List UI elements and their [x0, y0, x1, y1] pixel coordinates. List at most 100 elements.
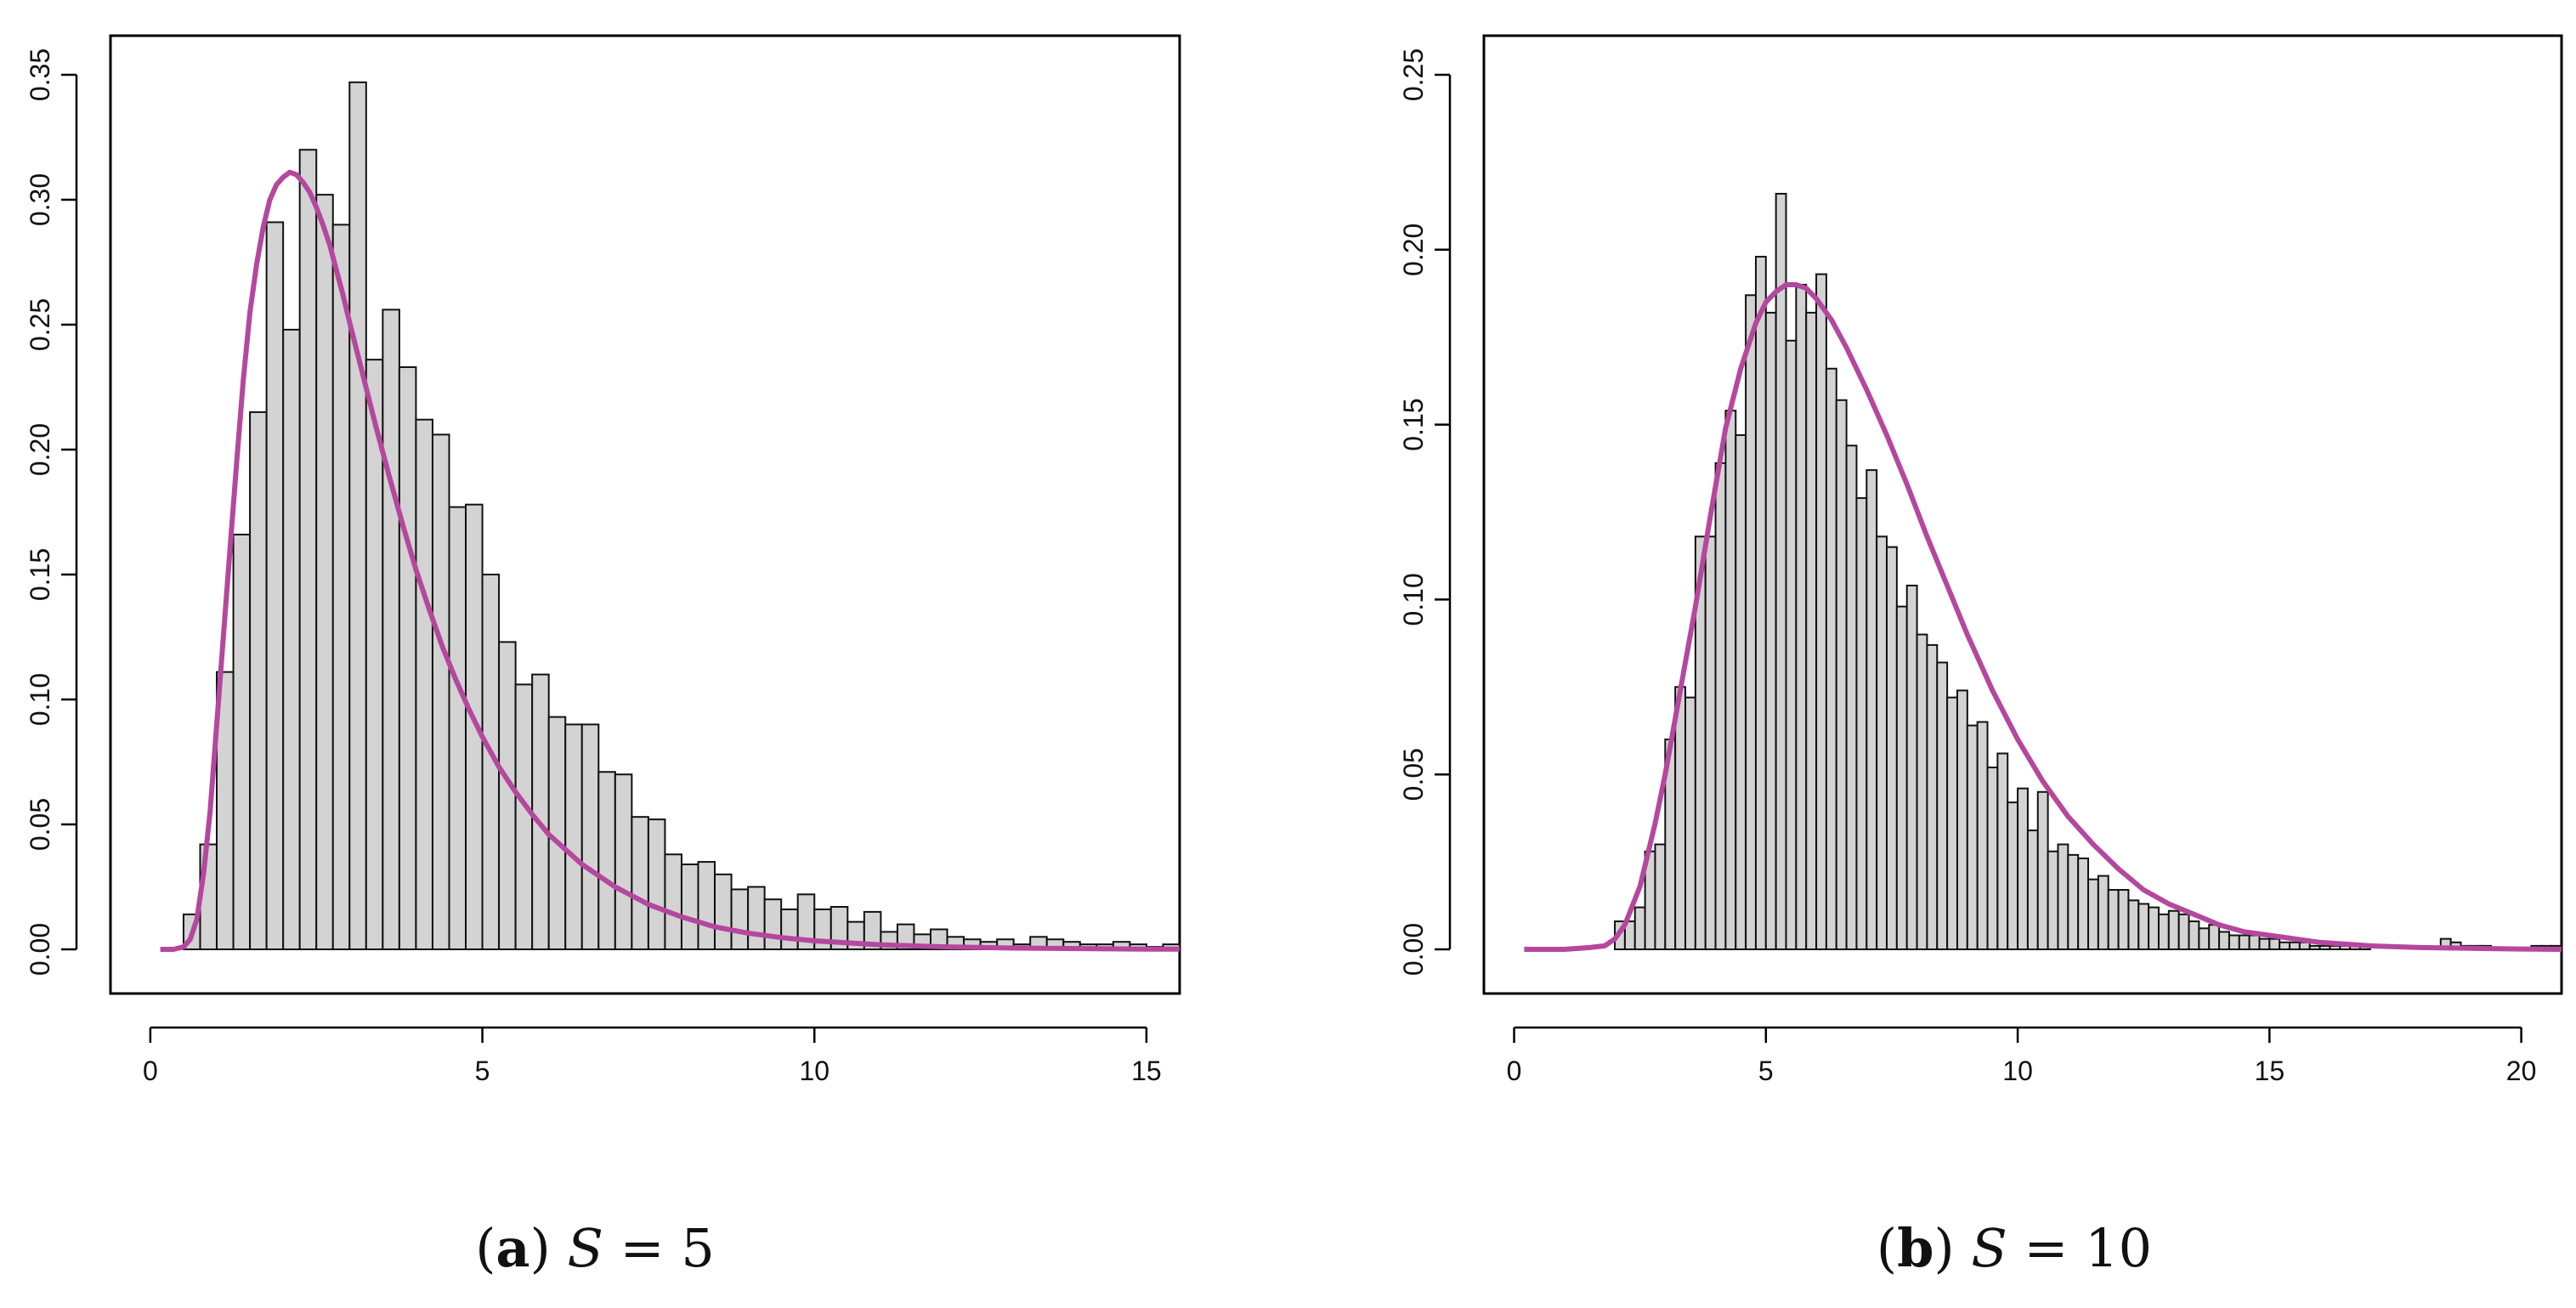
caption-variable: S: [567, 1217, 603, 1279]
caption-value: 5: [681, 1217, 714, 1279]
histogram-bar: [2208, 924, 2221, 950]
histogram-bar: [1835, 399, 1848, 950]
histogram-bar: [1966, 724, 1979, 950]
histogram-bar: [580, 723, 600, 951]
histogram-bar: [2137, 903, 2150, 950]
histogram-bar: [2198, 927, 2211, 950]
histogram-bar: [697, 861, 716, 950]
histogram-bar: [614, 773, 633, 951]
histogram-bar: [2067, 853, 2080, 950]
chart-panel-a: 0.00 0.05 0.10 0.15 0.20 0.25 0.30 0.35 0 5 10 15 (a…: [25, 34, 1181, 1279]
histogram-bar: [448, 506, 467, 950]
histogram-bar: [680, 864, 699, 950]
histogram-bar: [1704, 535, 1717, 950]
density-curve: [1524, 282, 2562, 952]
histogram-bar: [2167, 909, 2180, 950]
histogram-bar: [2329, 944, 2341, 951]
histogram-bar: [1754, 256, 1767, 951]
histogram-bar: [2057, 843, 2069, 951]
panel-caption: (a) S = 5: [475, 1217, 715, 1279]
histogram-bar: [1674, 686, 1687, 950]
histogram-bar: [564, 723, 583, 951]
histogram-bar: [514, 683, 534, 950]
caption-paren-close: ): [1933, 1217, 1971, 1279]
caption-variable: S: [1971, 1217, 2007, 1279]
histogram-bar: [1654, 843, 1667, 951]
histogram-bar: [763, 898, 783, 950]
histogram-bar: [1886, 546, 1898, 950]
histogram-bar: [1895, 605, 1908, 951]
histogram-bar: [2077, 857, 2090, 951]
histogram-bar: [282, 328, 301, 950]
histogram-bar: [2298, 941, 2311, 950]
histogram-bar: [863, 910, 882, 951]
histogram-bar: [2047, 850, 2059, 951]
histogram-bar: [1785, 339, 1798, 951]
histogram-bar: [2268, 937, 2281, 950]
histogram-bar: [398, 365, 417, 951]
y-tick-label: 0.20: [25, 423, 55, 476]
histogram-bar: [331, 224, 351, 950]
histogram-bar: [1876, 535, 1888, 950]
histogram-bars: [1614, 192, 2562, 951]
histogram-bar: [2127, 899, 2140, 950]
histogram-bar: [1976, 721, 1989, 951]
histogram-bar: [747, 886, 766, 950]
histogram-bar: [2279, 941, 2291, 950]
x-tick-label: 5: [475, 1056, 490, 1086]
histogram-bar: [1956, 689, 1968, 951]
histogram-bar: [1764, 311, 1777, 950]
histogram-bar: [730, 888, 750, 950]
histogram-bar: [2258, 937, 2271, 950]
x-tick-label: 0: [143, 1056, 158, 1086]
histogram-bar: [348, 81, 367, 950]
histogram-bar: [2228, 934, 2240, 951]
caption-paren-open: (: [475, 1217, 495, 1279]
histogram-bars: [182, 81, 1180, 951]
histogram-bar: [2148, 906, 2160, 951]
histogram-bar: [2248, 934, 2261, 951]
histogram-bar: [1724, 410, 1737, 950]
plot-frame: [1482, 34, 2563, 995]
histogram-bar: [249, 411, 268, 950]
histogram-bar: [1815, 273, 1827, 950]
x-tick-label: 10: [2002, 1056, 2033, 1086]
histogram-bar: [547, 716, 567, 951]
y-tick-label: 0.30: [25, 173, 55, 226]
histogram-bar: [1805, 311, 1818, 950]
histogram-bar: [597, 771, 616, 951]
histogram-bar: [1916, 633, 1928, 950]
histogram-bar: [2238, 934, 2250, 951]
histogram-bar: [1855, 497, 1868, 950]
histogram-bar: [1745, 294, 1757, 951]
y-tick-label: 0.00: [1398, 923, 1429, 976]
histogram-bar: [1905, 584, 1918, 950]
caption-letter: b: [1897, 1217, 1933, 1279]
histogram-bar: [714, 873, 733, 951]
y-tick-label: 0.05: [25, 798, 55, 851]
panel-caption: (b) S = 10: [1877, 1217, 2152, 1279]
plot-frame: [109, 34, 1181, 995]
histogram-bar: [298, 149, 318, 950]
histogram-bar: [382, 309, 400, 950]
histogram-bar: [531, 673, 550, 950]
density-curve: [160, 169, 1180, 952]
y-tick-label: 0.25: [25, 298, 55, 351]
y-tick-label: 0.15: [1398, 398, 1429, 450]
histogram-bar: [2289, 941, 2301, 950]
histogram-bar: [498, 641, 517, 950]
histogram-bar: [631, 816, 649, 950]
x-tick-label: 15: [2255, 1056, 2285, 1086]
histogram-bar: [2087, 878, 2099, 951]
histogram-bar: [315, 194, 334, 950]
histogram-bar: [2177, 913, 2190, 950]
histogram-bar: [1865, 469, 1878, 950]
caption-paren-close: ): [530, 1217, 568, 1279]
caption-value: 10: [2085, 1217, 2152, 1279]
histogram-bar: [1633, 906, 1646, 951]
histogram-bar: [1735, 433, 1747, 950]
y-tick-label: 0.05: [1398, 748, 1429, 801]
histogram-bar: [1825, 367, 1837, 950]
y-tick-label: 0.10: [25, 673, 55, 726]
